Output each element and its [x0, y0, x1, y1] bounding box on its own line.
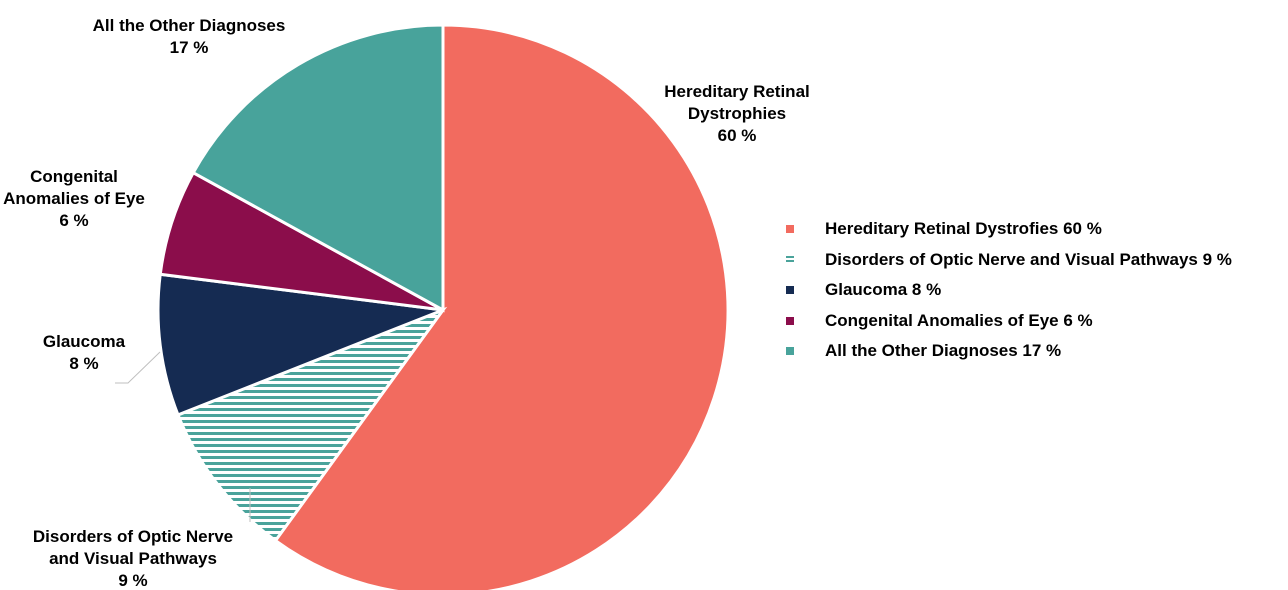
pie-slice	[191, 23, 445, 313]
slice-label-line: All the Other Diagnoses	[93, 16, 286, 35]
slice-label: Congenital Anomalies of Eye 6 %	[3, 167, 145, 230]
legend-marker	[786, 225, 794, 234]
legend-marker	[786, 316, 794, 325]
legend-item: Disorders of Optic Nerve and Visual Path…	[786, 245, 1232, 276]
slice-label: Glaucoma 8 %	[43, 332, 126, 373]
pie-slice	[176, 306, 448, 543]
leader-line	[115, 351, 161, 384]
slice-label-line: Anomalies of Eye	[3, 189, 145, 208]
slice-label-line: 17 %	[170, 38, 209, 57]
slice-label-line: 9 %	[118, 571, 147, 590]
legend-label: Glaucoma 8 %	[825, 280, 942, 300]
legend-marker	[786, 347, 794, 356]
legend-label: Hereditary Retinal Dystrofies 60 %	[825, 219, 1102, 239]
legend: Hereditary Retinal Dystrofies 60 % Disor…	[786, 214, 1232, 367]
slice-label: Disorders of Optic Nerve and Visual Pathw…	[33, 527, 233, 590]
pie-slice	[273, 23, 730, 590]
slice-label-line: Congenital	[30, 167, 118, 186]
slice-label-line: Hereditary Retinal	[664, 82, 810, 101]
slice-label-line: Glaucoma	[43, 332, 126, 351]
slice-labels: Hereditary Retinal Dystrophies 60 % Disorde…	[3, 16, 810, 590]
slice-label-line: 60 %	[718, 126, 757, 145]
legend-label: Disorders of Optic Nerve and Visual Path…	[825, 249, 1232, 269]
pie-slice	[156, 272, 444, 417]
slice-label: Hereditary Retinal Dystrophies 60 %	[664, 82, 810, 145]
legend-item: All the Other Diagnoses 17 %	[786, 336, 1232, 367]
slice-label-line: Disorders of Optic Nerve	[33, 527, 233, 546]
pie-slices	[156, 23, 730, 590]
slice-label-line: 8 %	[69, 354, 98, 373]
slice-label: All the Other Diagnoses 17 %	[93, 16, 286, 57]
legend-item: Congenital Anomalies of Eye 6 %	[786, 306, 1232, 337]
slice-label-line: 6 %	[59, 211, 88, 230]
legend-marker	[786, 286, 794, 295]
legend-item: Hereditary Retinal Dystrofies 60 %	[786, 214, 1232, 245]
legend-label: All the Other Diagnoses 17 %	[825, 341, 1062, 361]
legend-item: Glaucoma 8 %	[786, 275, 1232, 306]
slice-label-line: and Visual Pathways	[49, 549, 217, 568]
leader-lines	[115, 351, 251, 522]
legend-label: Congenital Anomalies of Eye 6 %	[825, 310, 1093, 330]
legend-marker	[786, 255, 794, 264]
slice-label-line: Dystrophies	[688, 104, 786, 123]
